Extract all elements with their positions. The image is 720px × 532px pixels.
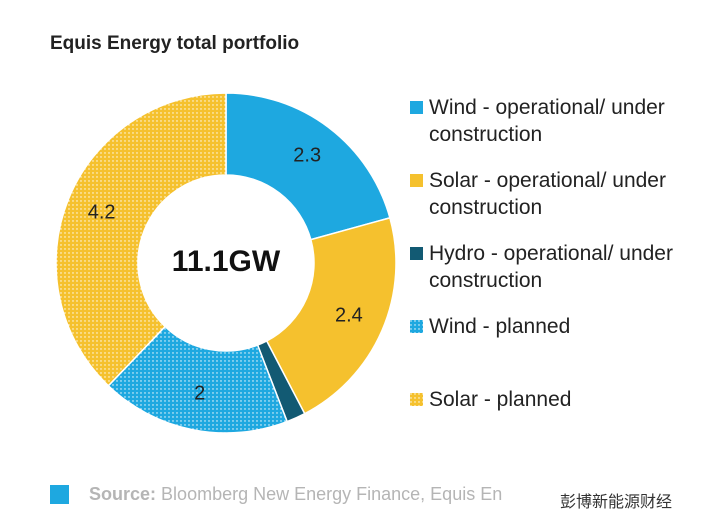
legend-swatch-rect	[410, 247, 423, 260]
data-label: 2.4	[335, 305, 363, 327]
legend-swatch-rect	[410, 174, 423, 187]
donut-slice	[55, 92, 227, 387]
data-label: 2.3	[293, 145, 321, 167]
legend-label: Wind - operational/ under construction	[429, 96, 665, 146]
chart-title: Equis Energy total portfolio	[50, 33, 299, 54]
legend-label: Solar - planned	[429, 388, 572, 411]
legend-swatch	[410, 393, 423, 406]
donut-slice	[107, 325, 289, 434]
data-label: 2	[194, 383, 205, 405]
legend-swatch-rect	[410, 101, 423, 114]
legend-item: Wind - operational/ under construction	[410, 94, 710, 167]
legend-item: Solar - operational/ under construction	[410, 167, 710, 240]
donut-slice	[225, 92, 391, 241]
legend-item: Solar - planned	[410, 386, 710, 459]
source-swatch	[50, 485, 69, 504]
source-text: Bloomberg New Energy Finance, Equis En	[161, 484, 503, 504]
legend-swatch-rect	[410, 393, 423, 406]
data-label: 4.2	[88, 201, 116, 223]
legend-swatch	[410, 247, 423, 260]
source: Source: Bloomberg New Energy Finance, Eq…	[50, 484, 502, 505]
center-label: 11.1GW	[172, 245, 281, 278]
legend-swatch	[410, 101, 423, 114]
legend-swatch	[410, 320, 423, 333]
legend-label: Hydro - operational/ under construction	[429, 242, 673, 292]
legend-label: Wind - planned	[429, 315, 571, 338]
legend: Wind - operational/ under construction So…	[410, 94, 710, 459]
legend-item: Hydro - operational/ under construction	[410, 240, 710, 313]
donut-slice	[265, 216, 397, 415]
legend-label: Solar - operational/ under construction	[429, 169, 666, 219]
legend-swatch-rect	[410, 320, 423, 333]
legend-item: Wind - planned	[410, 313, 710, 386]
legend-swatch	[410, 174, 423, 187]
source-label: Source:	[89, 484, 157, 504]
watermark: 彭博新能源财经	[560, 494, 673, 511]
